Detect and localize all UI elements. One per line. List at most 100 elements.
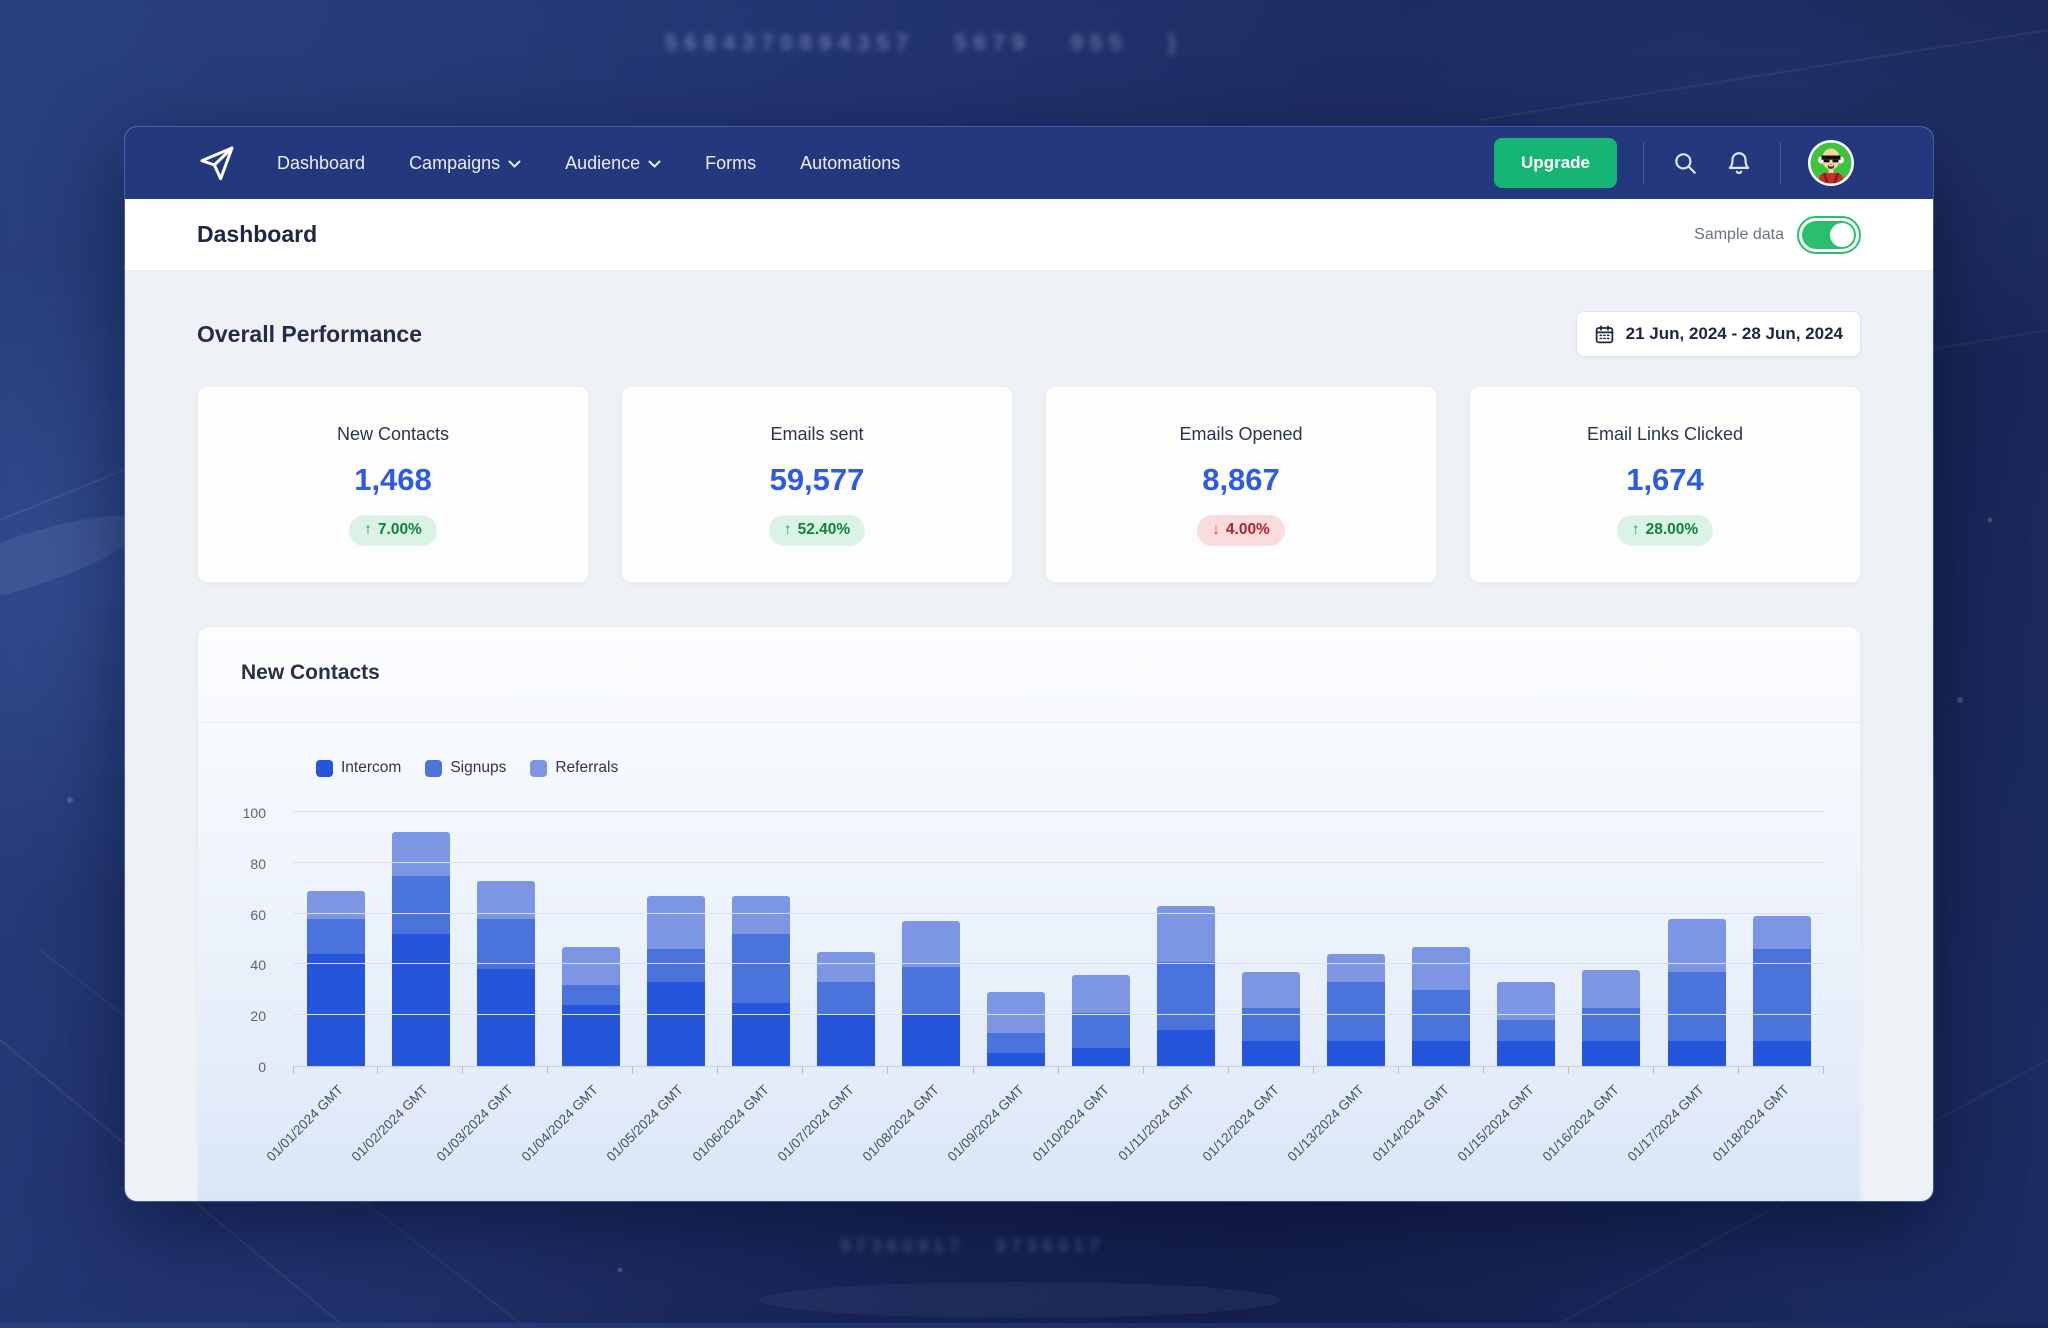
stat-delta-value: 4.00% [1225, 521, 1270, 538]
nav-item-dashboard[interactable]: Dashboard [277, 153, 365, 174]
stacked-bar[interactable] [816, 951, 875, 1066]
bar-segment-intercom[interactable] [816, 1015, 875, 1066]
nav-item-automations[interactable]: Automations [800, 153, 900, 174]
x-axis-tick [1057, 1066, 1059, 1074]
bar-segment-signups[interactable] [1752, 949, 1811, 1041]
bar-segment-referrals[interactable] [561, 946, 620, 985]
stacked-bar[interactable] [1072, 974, 1131, 1066]
bar-segment-intercom[interactable] [987, 1053, 1046, 1066]
legend-item-referrals[interactable]: Referrals [530, 759, 618, 777]
trend-arrow-icon: ↓ [1212, 521, 1220, 538]
stacked-bar[interactable] [1242, 972, 1301, 1066]
bar-segment-intercom[interactable] [476, 969, 535, 1066]
bar-segment-signups[interactable] [1327, 982, 1386, 1041]
bar-segment-signups[interactable] [561, 984, 620, 1006]
stacked-bar[interactable] [1412, 946, 1471, 1066]
bar-segment-signups[interactable] [1582, 1007, 1641, 1041]
bar-segment-signups[interactable] [646, 949, 705, 983]
stacked-bar[interactable] [1497, 982, 1556, 1066]
bar-segment-referrals[interactable] [1327, 954, 1386, 983]
bar-segment-referrals[interactable] [1412, 946, 1471, 990]
stacked-bar[interactable] [391, 832, 450, 1066]
bar-segment-referrals[interactable] [1157, 906, 1216, 962]
stat-card-title: Emails sent [770, 423, 864, 444]
bar-segment-referrals[interactable] [731, 895, 790, 934]
stacked-bar[interactable] [1157, 906, 1216, 1066]
stacked-bar[interactable] [987, 992, 1046, 1066]
stacked-bar[interactable] [731, 895, 790, 1066]
bar-segment-referrals[interactable] [1752, 916, 1811, 950]
bar-segment-signups[interactable] [1072, 1012, 1131, 1049]
bar-segment-signups[interactable] [901, 966, 960, 1016]
stacked-bar[interactable] [1752, 916, 1811, 1066]
nav-item-forms[interactable]: Forms [705, 153, 756, 174]
bar-segment-signups[interactable] [816, 982, 875, 1016]
calendar-icon [1594, 324, 1615, 345]
bar-segment-intercom[interactable] [1497, 1040, 1556, 1066]
bar-segment-signups[interactable] [391, 875, 450, 934]
bar-segment-intercom[interactable] [561, 1005, 620, 1066]
bar-segment-referrals[interactable] [1072, 974, 1131, 1013]
stacked-bar[interactable] [646, 895, 705, 1066]
bar-segment-intercom[interactable] [1242, 1040, 1301, 1066]
stacked-bar[interactable] [306, 890, 365, 1066]
bar-segment-referrals[interactable] [1497, 982, 1556, 1021]
bar-segment-signups[interactable] [987, 1033, 1046, 1054]
paper-plane-logo-icon[interactable] [195, 141, 239, 185]
bar-segment-referrals[interactable] [646, 895, 705, 950]
nav-item-campaigns[interactable]: Campaigns [409, 153, 521, 174]
bar-segment-signups[interactable] [1497, 1020, 1556, 1041]
legend-item-signups[interactable]: Signups [425, 759, 506, 777]
bar-segment-referrals[interactable] [987, 992, 1046, 1033]
x-axis-tick-label: 01/09/2024 GMT [944, 1082, 1027, 1165]
bar-segment-intercom[interactable] [306, 954, 365, 1066]
bar-segment-signups[interactable] [1412, 989, 1471, 1041]
stat-card-emails-opened: Emails Opened 8,867 ↓ 4.00% [1045, 386, 1437, 583]
bar-segment-intercom[interactable] [646, 982, 705, 1066]
nav-item-audience[interactable]: Audience [565, 153, 661, 174]
bar-segment-referrals[interactable] [901, 921, 960, 967]
bar-segment-intercom[interactable] [1072, 1048, 1131, 1066]
bar-segment-intercom[interactable] [391, 933, 450, 1066]
bar-segment-referrals[interactable] [1242, 972, 1301, 1008]
bar-segment-referrals[interactable] [816, 951, 875, 983]
bar-segment-referrals[interactable] [1582, 969, 1641, 1008]
upgrade-button[interactable]: Upgrade [1494, 138, 1617, 188]
stacked-bar[interactable] [1667, 918, 1726, 1066]
bar-segment-signups[interactable] [731, 933, 790, 1003]
bar-segment-intercom[interactable] [1667, 1040, 1726, 1066]
stacked-bar[interactable] [1327, 954, 1386, 1066]
sample-data-toggle[interactable] [1797, 215, 1861, 254]
bar-segment-intercom[interactable] [901, 1015, 960, 1066]
bar-segment-signups[interactable] [476, 918, 535, 970]
bar-segment-signups[interactable] [1157, 961, 1216, 1031]
bar-segment-intercom[interactable] [1752, 1040, 1811, 1066]
bar-segment-intercom[interactable] [1327, 1040, 1386, 1066]
bar-group: 01/03/2024 GMT [434, 813, 549, 1164]
notifications-bell-icon[interactable] [1724, 148, 1754, 178]
stacked-bar[interactable] [561, 946, 620, 1066]
bar-segment-intercom[interactable] [1157, 1030, 1216, 1066]
stacked-bar[interactable] [1582, 969, 1641, 1066]
bar-segment-referrals[interactable] [306, 890, 365, 919]
legend-item-intercom[interactable]: Intercom [316, 759, 401, 777]
user-avatar[interactable] [1807, 139, 1855, 187]
x-axis-tick [1397, 1066, 1399, 1074]
search-icon[interactable] [1670, 148, 1700, 178]
stat-card-title: Emails Opened [1179, 423, 1303, 444]
bar-segment-referrals[interactable] [1667, 918, 1726, 973]
chart-card-title: New Contacts [241, 661, 380, 684]
bar-segment-intercom[interactable] [1582, 1040, 1641, 1066]
bar-segment-signups[interactable] [306, 918, 365, 955]
stacked-bar[interactable] [476, 880, 535, 1066]
bar-segment-intercom[interactable] [1412, 1040, 1471, 1066]
stacked-bar[interactable] [901, 921, 960, 1066]
divider [198, 722, 1860, 723]
date-range-picker[interactable]: 21 Jun, 2024 - 28 Jun, 2024 [1575, 311, 1861, 357]
bar-segment-signups[interactable] [1242, 1007, 1301, 1041]
bar-segment-signups[interactable] [1667, 972, 1726, 1041]
chart-y-axis: 0 20 40 60 80 100 [198, 805, 280, 1075]
bar-segment-referrals[interactable] [476, 880, 535, 919]
bar-segment-intercom[interactable] [731, 1002, 790, 1066]
bar-segment-referrals[interactable] [391, 832, 450, 876]
